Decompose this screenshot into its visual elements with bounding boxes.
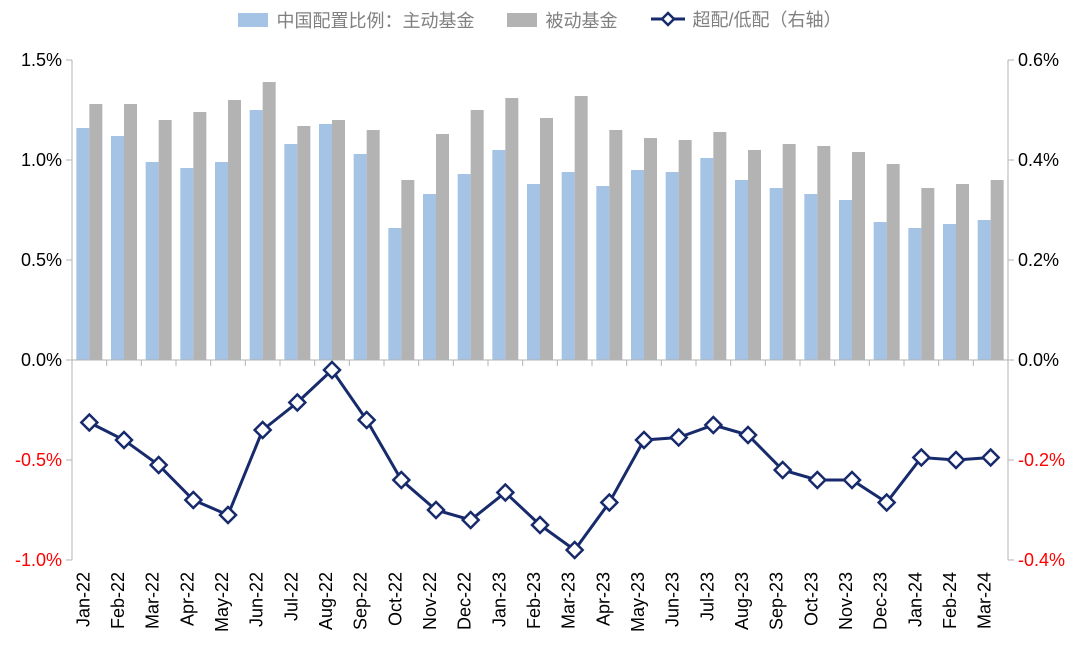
svg-text:Sep-22: Sep-22	[351, 572, 371, 630]
svg-text:0.6%: 0.6%	[1018, 50, 1059, 70]
svg-text:Dec-23: Dec-23	[871, 572, 891, 630]
legend-swatch-bar2	[507, 13, 537, 27]
svg-text:1.0%: 1.0%	[21, 150, 62, 170]
svg-text:Aug-22: Aug-22	[316, 572, 336, 630]
legend-item-active-fund: 中国配置比例：主动基金	[238, 7, 474, 33]
svg-text:Jul-22: Jul-22	[281, 572, 301, 621]
svg-text:Jan-24: Jan-24	[905, 572, 925, 627]
svg-text:Jan-22: Jan-22	[73, 572, 93, 627]
svg-text:Jul-23: Jul-23	[697, 572, 717, 621]
legend: 中国配置比例：主动基金 被动基金 超配/低配（右轴）	[0, 6, 1080, 33]
legend-label-line: 超配/低配（右轴）	[693, 6, 842, 32]
svg-text:Nov-22: Nov-22	[420, 572, 440, 630]
svg-text:Oct-23: Oct-23	[801, 572, 821, 626]
svg-text:Mar-23: Mar-23	[559, 572, 579, 629]
legend-item-overweight: 超配/低配（右轴）	[651, 6, 842, 32]
svg-text:Jun-23: Jun-23	[663, 572, 683, 627]
svg-text:-0.2%: -0.2%	[1018, 450, 1065, 470]
svg-text:-1.0%: -1.0%	[15, 550, 62, 570]
chart-container: 中国配置比例：主动基金 被动基金 超配/低配（右轴） -1.0% -0.5% 0.0…	[0, 0, 1080, 653]
svg-text:0.0%: 0.0%	[1018, 350, 1059, 370]
svg-text:0.0%: 0.0%	[21, 350, 62, 370]
svg-text:1.5%: 1.5%	[21, 50, 62, 70]
svg-text:Aug-23: Aug-23	[732, 572, 752, 630]
svg-text:Sep-23: Sep-23	[767, 572, 787, 630]
svg-text:Feb-22: Feb-22	[108, 572, 128, 629]
legend-label-bar1: 中国配置比例：主动基金	[276, 7, 474, 33]
legend-label-bar2: 被动基金	[545, 7, 617, 33]
svg-text:-0.4%: -0.4%	[1018, 550, 1065, 570]
svg-text:Dec-22: Dec-22	[455, 572, 475, 630]
chart-svg: -1.0% -0.5% 0.0% 0.5% 1.0% 1.5% -0.4% -0.2% 0.0%…	[0, 0, 1080, 653]
legend-item-passive-fund: 被动基金	[507, 7, 617, 33]
legend-swatch-bar1	[238, 13, 268, 27]
svg-text:Feb-24: Feb-24	[940, 572, 960, 629]
svg-text:May-22: May-22	[212, 572, 232, 632]
svg-text:Mar-24: Mar-24	[975, 572, 995, 629]
svg-text:-0.5%: -0.5%	[15, 450, 62, 470]
svg-text:0.5%: 0.5%	[21, 250, 62, 270]
svg-text:Nov-23: Nov-23	[836, 572, 856, 630]
svg-text:Jan-23: Jan-23	[489, 572, 509, 627]
svg-text:0.2%: 0.2%	[1018, 250, 1059, 270]
svg-text:May-23: May-23	[628, 572, 648, 632]
legend-marker-line	[651, 11, 685, 27]
svg-text:Mar-22: Mar-22	[143, 572, 163, 629]
svg-text:Apr-23: Apr-23	[593, 572, 613, 626]
svg-text:Feb-23: Feb-23	[524, 572, 544, 629]
svg-text:0.4%: 0.4%	[1018, 150, 1059, 170]
svg-text:Oct-22: Oct-22	[385, 572, 405, 626]
svg-text:Jun-22: Jun-22	[247, 572, 267, 627]
svg-text:Apr-22: Apr-22	[177, 572, 197, 626]
